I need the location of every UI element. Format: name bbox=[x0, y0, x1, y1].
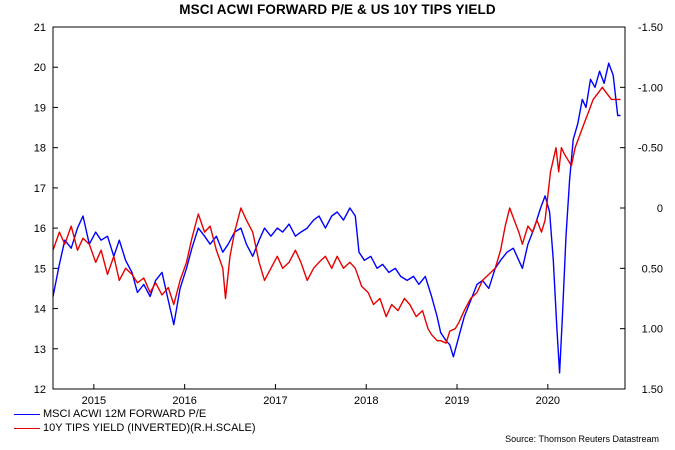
x-tick-label: 2020 bbox=[536, 395, 560, 407]
plot-frame bbox=[52, 26, 626, 390]
y-right-tick-label: 0 bbox=[657, 203, 663, 215]
legend-swatch-tips bbox=[14, 427, 40, 429]
y-left-tick-label: 14 bbox=[34, 304, 46, 316]
y-right-tick-label: 1.50 bbox=[642, 384, 663, 396]
y-left-tick-label: 16 bbox=[34, 223, 46, 235]
y-left-tick-label: 15 bbox=[34, 263, 46, 275]
x-tick-label: 2019 bbox=[445, 395, 469, 407]
x-tick-label: 2018 bbox=[354, 395, 378, 407]
legend-label-pe: MSCI ACWI 12M FORWARD P/E bbox=[43, 408, 207, 420]
x-tick-label: 2016 bbox=[172, 395, 196, 407]
y-right-tick-label: -1.00 bbox=[638, 82, 663, 94]
x-tick-label: 2017 bbox=[263, 395, 287, 407]
legend-swatch-pe bbox=[14, 413, 40, 415]
y-left-tick-label: 21 bbox=[34, 22, 46, 34]
y-right-tick-label: 0.50 bbox=[642, 263, 663, 275]
y-left-tick-label: 18 bbox=[34, 143, 46, 155]
y-right-tick-label: -0.50 bbox=[638, 143, 663, 155]
y-left-tick-label: 12 bbox=[34, 384, 46, 396]
y-left-tick-label: 20 bbox=[34, 62, 46, 74]
y-left-tick-label: 13 bbox=[34, 344, 46, 356]
y-right-tick-label: -1.50 bbox=[638, 22, 663, 34]
x-tick-label: 2015 bbox=[82, 395, 106, 407]
series-layer bbox=[52, 62, 621, 374]
series-line-tips-yield bbox=[52, 86, 621, 344]
legend-label-tips: 10Y TIPS YIELD (INVERTED)(R.H.SCALE) bbox=[43, 422, 256, 434]
y-left-tick-label: 19 bbox=[34, 102, 46, 114]
y-left-tick-label: 17 bbox=[34, 183, 46, 195]
series-line-msci-pe bbox=[52, 62, 621, 374]
y-right-tick-label: 1.00 bbox=[642, 324, 663, 336]
chart-title: MSCI ACWI FORWARD P/E & US 10Y TIPS YIEL… bbox=[179, 2, 496, 17]
legend: MSCI ACWI 12M FORWARD P/E 10Y TIPS YIELD… bbox=[14, 407, 256, 435]
source-note: Source: Thomson Reuters Datastream bbox=[505, 434, 659, 444]
axes-layer: 12 13 14 15 16 17 18 19 20 21 1.50 1.00 0.50 0 -0.50 -1… bbox=[34, 22, 663, 407]
legend-item-tips: 10Y TIPS YIELD (INVERTED)(R.H.SCALE) bbox=[14, 421, 256, 435]
legend-item-pe: MSCI ACWI 12M FORWARD P/E bbox=[14, 407, 256, 421]
